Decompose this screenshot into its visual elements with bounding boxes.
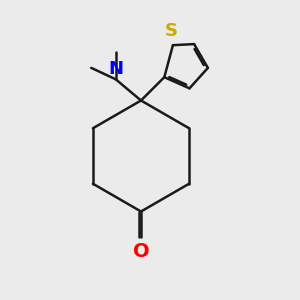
Text: S: S	[165, 22, 178, 40]
Text: N: N	[108, 60, 123, 78]
Text: O: O	[133, 242, 149, 261]
